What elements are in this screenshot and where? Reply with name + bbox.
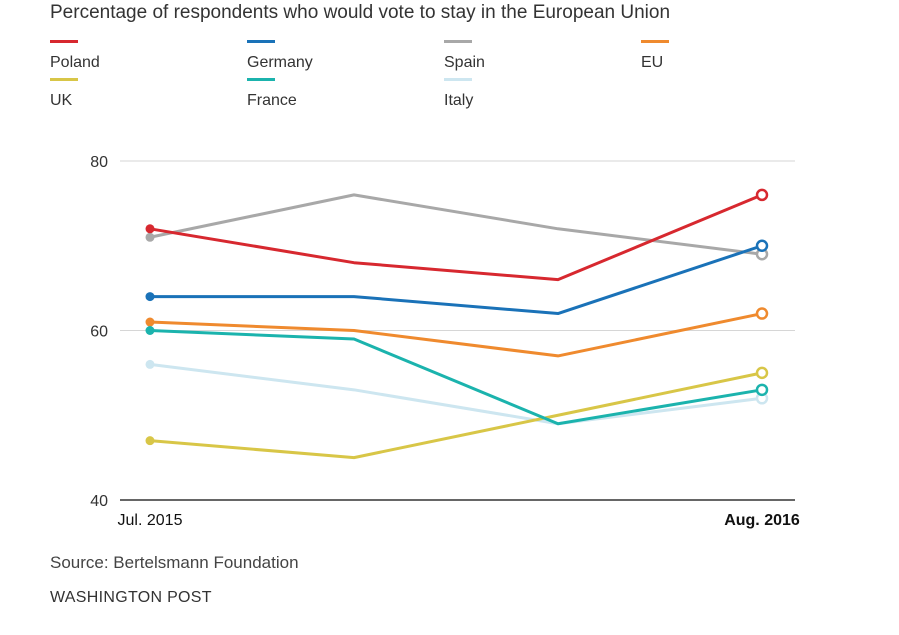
legend-swatch: [444, 78, 472, 81]
legend-item-uk: UK: [50, 78, 240, 114]
end-point-uk: [755, 366, 769, 380]
series-line-italy: [148, 362, 764, 426]
legend-swatch: [50, 40, 78, 43]
start-point-poland: [145, 224, 155, 234]
legend-item-eu: EU: [641, 40, 831, 76]
y-tick-label: 60: [90, 324, 108, 341]
end-point-germany: [755, 239, 769, 252]
start-point-uk: [145, 436, 155, 446]
start-point-germany: [145, 292, 155, 302]
legend-label: France: [247, 92, 297, 109]
legend-item-germany: Germany: [247, 40, 437, 76]
series-line-germany: [148, 244, 764, 316]
legend-swatch: [247, 78, 275, 81]
series-line-poland: [148, 193, 764, 282]
end-point-eu: [755, 307, 769, 320]
legend-swatch: [444, 40, 472, 43]
legend-swatch: [247, 40, 275, 43]
end-point-france: [755, 383, 769, 397]
line-chart: 40 60 80 Jul. 2015 Aug. 2016: [90, 154, 800, 529]
legend-label: Poland: [50, 54, 100, 71]
legend-label: Germany: [247, 54, 313, 71]
y-tick-label: 40: [90, 493, 108, 510]
legend-item-poland: Poland: [50, 40, 240, 76]
series-line-france: [148, 329, 764, 426]
x-tick-label: Aug. 2016: [724, 512, 800, 529]
legend-label: UK: [50, 92, 73, 109]
legend-label: Spain: [444, 54, 485, 71]
series-line-eu: [148, 312, 764, 358]
legend-item-italy: Italy: [444, 78, 634, 114]
legend-item-france: France: [247, 78, 437, 114]
credit-line: WASHINGTON POST: [50, 589, 212, 606]
legend-label: EU: [641, 54, 664, 71]
end-point-poland: [755, 188, 769, 202]
legend: Poland Germany Spain EU UK France Italy: [50, 40, 850, 120]
start-point-spain: [145, 232, 155, 242]
series-line-uk: [148, 371, 764, 460]
legend-swatch: [50, 78, 78, 81]
chart-title: Percentage of respondents who would vote…: [50, 2, 671, 23]
y-tick-label: 80: [90, 154, 108, 171]
legend-label: Italy: [444, 92, 474, 109]
start-point-italy: [145, 359, 155, 369]
legend-item-spain: Spain: [444, 40, 634, 76]
source-note: Source: Bertelsmann Foundation: [50, 553, 299, 572]
series-line-spain: [148, 193, 764, 256]
start-point-france: [145, 326, 155, 335]
start-point-eu: [145, 317, 155, 327]
legend-swatch: [641, 40, 669, 43]
x-tick-label: Jul. 2015: [118, 512, 183, 529]
